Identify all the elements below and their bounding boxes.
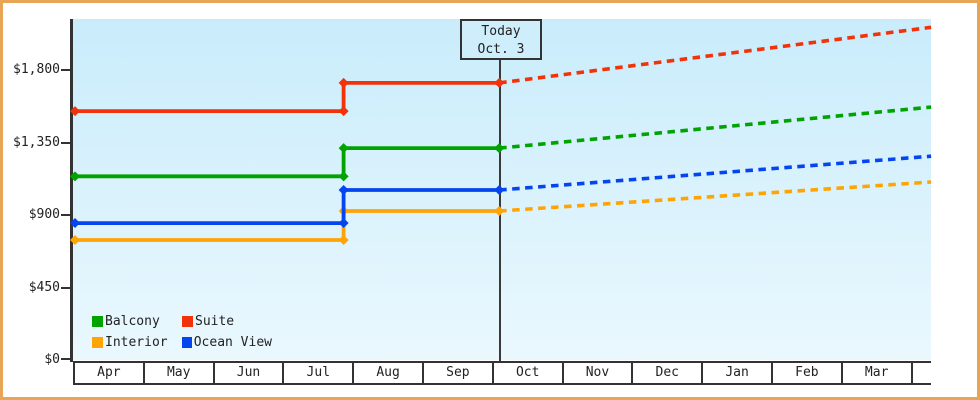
y-axis-line [70,19,73,362]
x-axis-month-cell: Aug [354,363,424,383]
y-axis-tick-label: $1,350 [13,134,60,150]
x-axis-partial-cell [913,363,931,383]
legend-label: Ocean View [193,335,272,350]
legend-item-ocean-view: Ocean View [182,335,272,350]
x-axis-month-cell: Oct [494,363,564,383]
legend-item-interior: Interior [92,335,182,350]
legend-swatch-ocean-view [182,337,192,348]
x-axis-month-cell: Dec [633,363,704,383]
legend-swatch-suite [182,316,193,327]
legend-row: Balcony Suite [92,311,272,332]
legend: Balcony Suite Interior Ocean View [92,311,272,353]
today-vertical-line [499,58,501,362]
legend-label: Balcony [105,314,160,329]
y-axis-tick-mark [61,214,71,216]
y-axis-tick-label: $0 [44,352,60,367]
y-axis-tick-label: $450 [28,279,60,295]
y-axis-tick-label: $1,800 [13,62,60,77]
x-axis-month-table: Apr May Jun Jul Aug Sep Oct Nov Dec Jan Feb Mar [73,361,931,385]
x-axis-month-cell: Apr [75,363,145,383]
y-axis-tick-label: $900 [28,207,60,222]
legend-label: Suite [195,314,235,329]
x-axis-month-cell: Mar [843,363,913,383]
today-annotation-line1: Today [481,24,521,39]
x-axis-month-cell: Jul [284,363,355,383]
x-axis-month-cell: Jan [703,363,773,383]
legend-item-suite: Suite [182,314,272,329]
x-axis-month-cell: Sep [424,363,494,383]
today-annotation-box: Today Oct. 3 [460,19,542,60]
legend-row: Interior Ocean View [92,332,272,353]
y-axis-tick-mark [61,69,71,71]
plot-area [72,19,931,360]
legend-label: Interior [105,335,168,350]
y-axis-tick-mark [61,286,71,289]
today-annotation-line2: Oct. 3 [477,42,525,57]
legend-swatch-interior [92,337,103,348]
x-axis-month-cell: Feb [773,363,843,383]
legend-item-balcony: Balcony [92,314,182,329]
y-axis-tick-mark [61,141,71,144]
legend-swatch-balcony [92,316,103,327]
y-axis-tick-mark [61,358,71,360]
x-axis-month-cell: Nov [564,363,634,383]
x-axis-month-cell: May [145,363,215,383]
x-axis-month-cell: Jun [215,363,285,383]
